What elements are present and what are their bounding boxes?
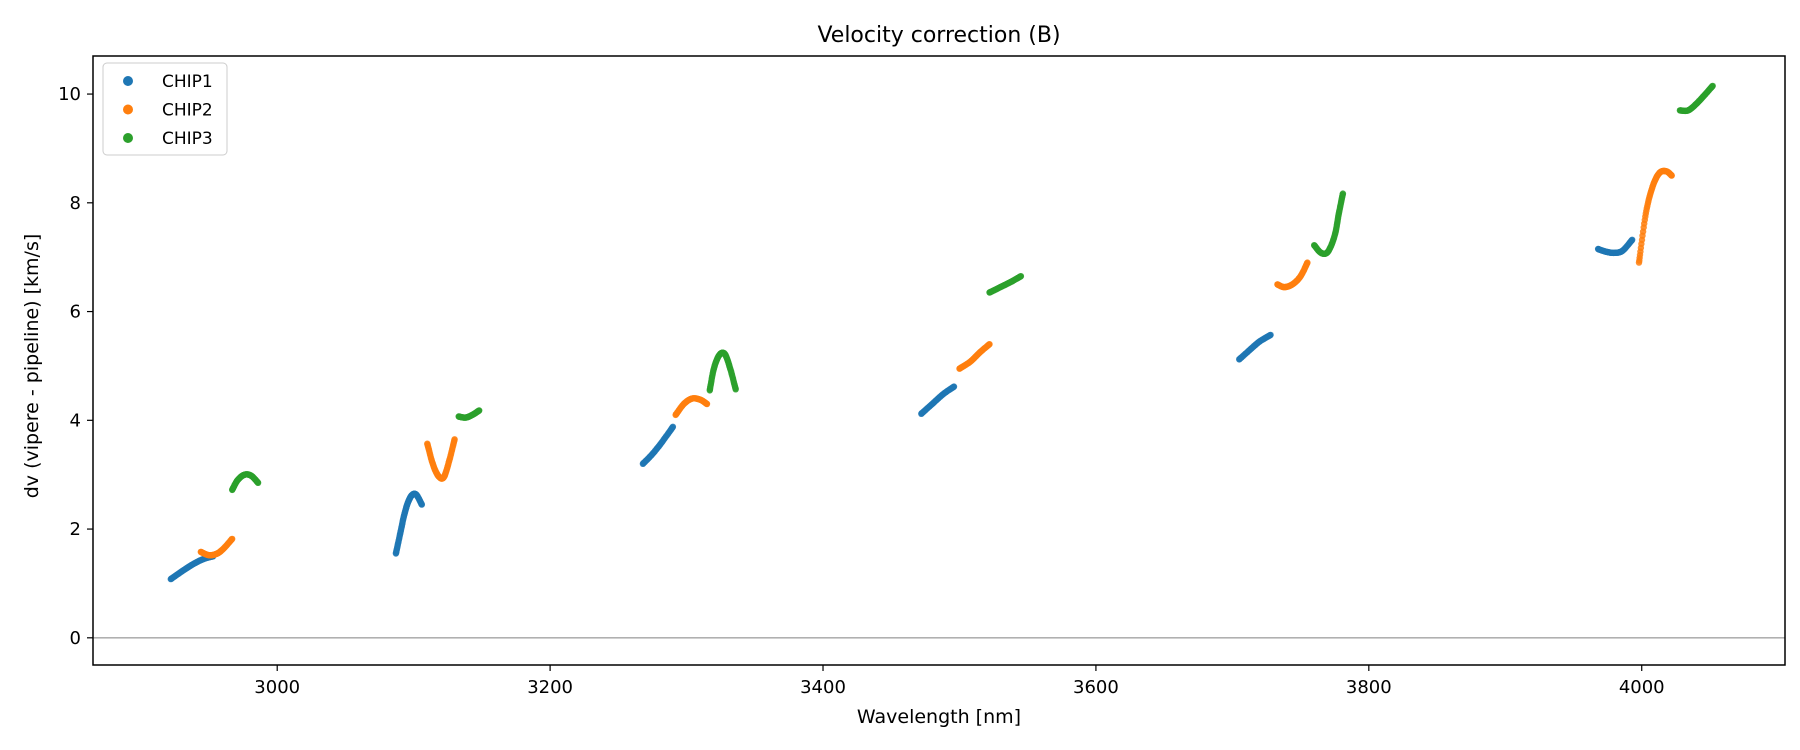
data-point [703,400,711,408]
data-point [451,436,458,443]
data-point [669,423,677,430]
series-chip3 [229,82,1716,494]
x-axis-label: Wavelength [nm] [857,706,1021,728]
data-point [1629,236,1636,243]
data-point [418,501,425,508]
data-points [167,82,1716,583]
y-tick-label: 10 [58,84,81,105]
data-point [1017,273,1025,280]
axis-ticks: 3000 3200 3400 3600 3800 4000 0 2 4 6 8 10 [58,84,1665,698]
data-point [1668,172,1675,179]
legend-box [102,62,228,156]
data-point [229,535,236,543]
y-tick-label: 0 [70,628,81,649]
legend-label: CHIP2 [162,101,213,121]
y-tick-label: 4 [70,410,81,431]
data-point [1339,190,1347,197]
data-point [950,383,958,390]
series-chip2 [197,167,1675,559]
legend-label: CHIP3 [162,129,213,149]
legend-marker [123,133,133,143]
data-point [1267,331,1274,339]
y-axis-label: dv (vipere - pipeline) [km/s] [21,234,43,499]
chart-title: Velocity correction (B) [817,23,1060,48]
y-tick-label: 6 [70,302,81,323]
legend-marker [123,76,133,86]
data-point [476,407,483,414]
x-tick-label: 3800 [1346,677,1392,698]
data-point [1709,82,1716,90]
legend: CHIP1 CHIP2 CHIP3 [102,62,228,156]
data-point [732,386,739,393]
legend-marker [123,104,133,115]
data-point [254,479,262,486]
plot-area-frame [92,55,1786,666]
x-tick-label: 3400 [800,677,846,698]
series-chip1 [167,236,1636,583]
y-tick-label: 2 [70,519,81,540]
x-tick-label: 4000 [1619,677,1665,698]
y-tick-label: 8 [70,193,81,214]
x-tick-label: 3600 [1073,677,1119,698]
data-point [1304,259,1311,266]
data-point [986,341,993,348]
x-tick-label: 3200 [527,677,573,698]
legend-label: CHIP1 [162,72,213,92]
x-tick-label: 3000 [254,677,300,698]
